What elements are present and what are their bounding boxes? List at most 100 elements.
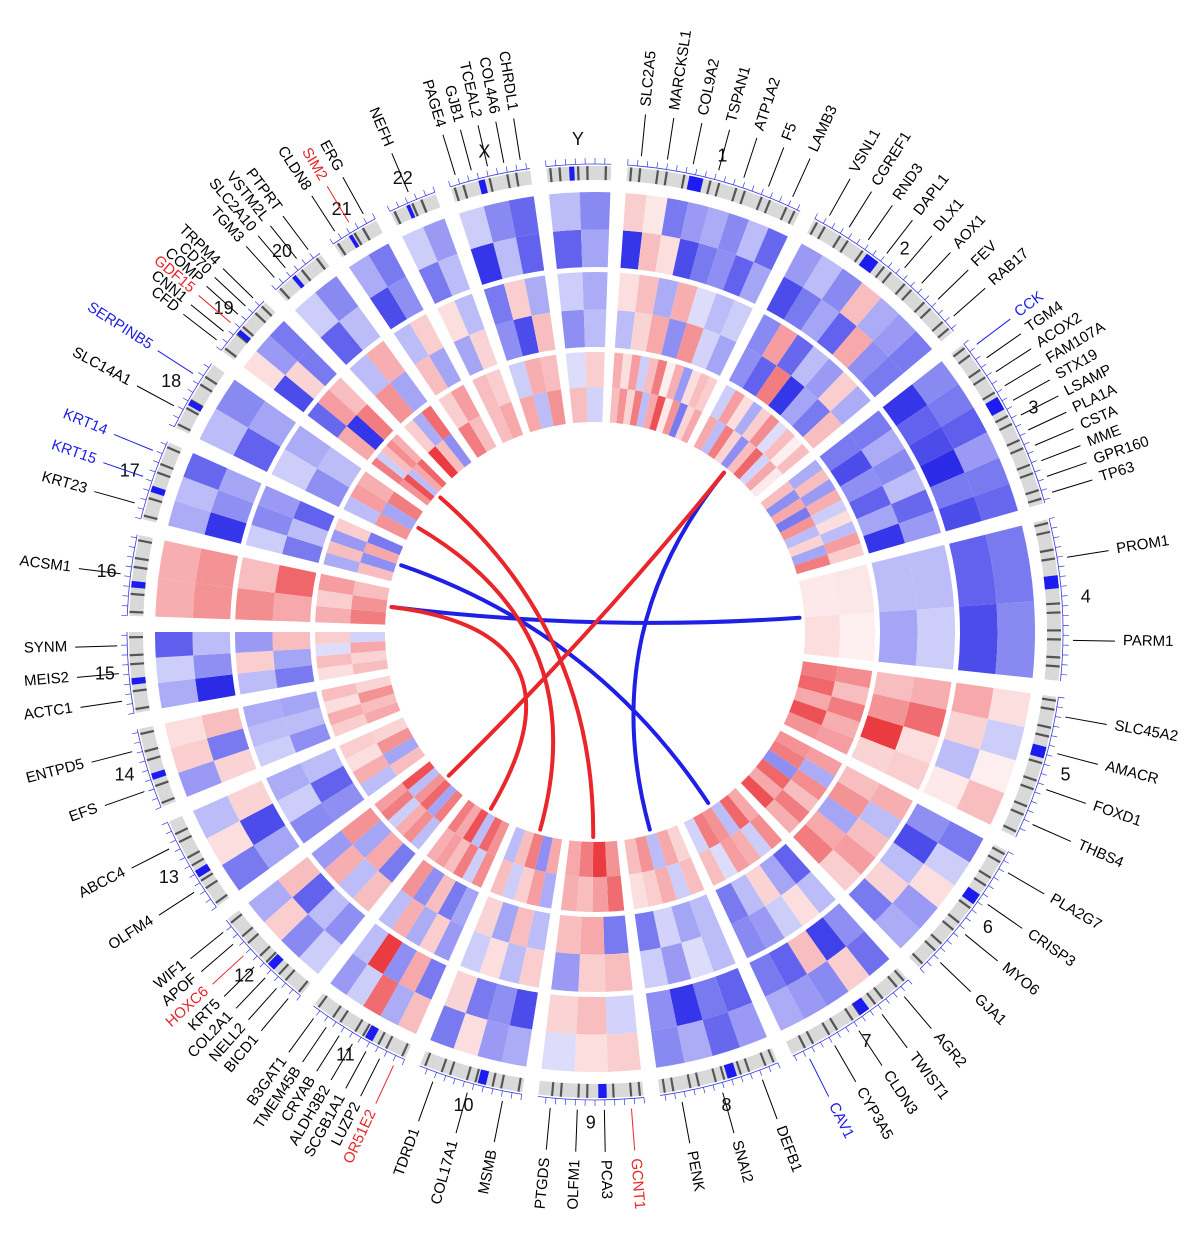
heatmap-cell-chr19-track1 (273, 375, 315, 413)
heatmap-cell-chr9-track1 (545, 994, 579, 1035)
heatmap-cell-chr17-track2 (287, 518, 329, 548)
heatmap-cell-chr3-track1 (964, 457, 1010, 497)
heatmap-cell-chr13-track1 (253, 825, 300, 869)
tick-mark (155, 806, 162, 810)
tick-mark (1027, 451, 1034, 454)
gene-label-pca3: PCA3 (597, 1160, 615, 1200)
gene-label-entpd5: ENTPD5 (24, 755, 86, 786)
heatmap-cell-chr9-track3 (592, 841, 607, 877)
tick-mark (222, 338, 228, 343)
tick-mark (187, 388, 194, 393)
tick-mark (993, 876, 999, 881)
tick-mark (750, 1073, 753, 1080)
heatmap-cell-chr21-track1 (387, 276, 424, 320)
heatmap-cell-chr3-track3 (800, 479, 836, 508)
heatmap-cell-chr22-track3 (485, 368, 512, 407)
heatmap-cell-chr4-track1 (985, 525, 1034, 604)
tick-mark (963, 339, 969, 345)
heatmap-cell-chr6-track3 (782, 779, 819, 812)
gene-connector-line (513, 118, 521, 160)
gene-connector-line (834, 1045, 857, 1083)
heatmap-cell-chr1-track2 (652, 277, 679, 319)
ideogram-band (797, 1034, 807, 1049)
heatmap-cell-chr6-track2 (846, 817, 890, 858)
heatmap-cell-chr11-track3 (447, 799, 476, 834)
heatmap-cell-chr1-track3 (649, 395, 666, 431)
tick-mark (149, 469, 156, 473)
tick-mark (424, 1068, 428, 1075)
tick-mark (510, 1092, 513, 1099)
heatmap-cell-chr1-track3 (636, 391, 651, 428)
heatmap-cell-chr3-track1 (896, 404, 942, 446)
tick-mark (372, 213, 376, 219)
heatmap-cell-chr17-track2 (251, 504, 294, 536)
tick-mark (329, 238, 334, 245)
heatmap-cell-chrX-track3 (546, 389, 566, 427)
tick-mark (554, 1098, 557, 1105)
heatmap-cell-chr3-track3 (780, 516, 816, 541)
centromere-chr10 (477, 1069, 490, 1086)
heatmap-cell-chr3-track1 (953, 432, 1000, 473)
heatmap-cell-chr5-track1 (934, 738, 980, 780)
tick-mark (675, 165, 678, 172)
tick-mark (877, 1004, 882, 1010)
tick-mark (286, 271, 291, 277)
heatmap-cell-chr21-track2 (414, 355, 449, 396)
heatmap-cell-chr1-track3 (627, 354, 642, 391)
tick-mark (1046, 754, 1053, 757)
heatmap-cell-chr12-track3 (401, 761, 435, 791)
ideogram-band (559, 1082, 563, 1097)
heatmap-cell-chr3-track3 (819, 521, 857, 545)
tick-mark (271, 285, 277, 290)
ideogram-band (680, 174, 686, 189)
tick-mark (432, 186, 436, 193)
heatmap-cell-chr8-track2 (653, 906, 682, 948)
heatmap-cell-chr4-track1 (949, 534, 997, 607)
gene-connector-line (260, 998, 289, 1032)
tick-axis (814, 218, 954, 332)
gene-connector-line (302, 1026, 327, 1063)
heatmap-cell-chr1-track3 (665, 363, 685, 400)
ideogram-band (241, 926, 254, 938)
tick-mark (126, 703, 133, 705)
heatmap-cell-chr8-track2 (634, 911, 661, 952)
heatmap-cell-chr4-track2 (871, 553, 917, 613)
centromere-chr1 (686, 175, 704, 193)
heatmap-cell-chr7-track1 (786, 974, 827, 1020)
heatmap-cell-chr13-track3 (376, 727, 414, 755)
heatmap-cell-chr17-track3 (330, 529, 368, 553)
heatmap-cell-chr17-track3 (357, 562, 394, 582)
gene-label-pla2g7: PLA2G7 (1047, 890, 1105, 933)
heatmap-cell-chr1-track1 (722, 254, 754, 297)
ideogram-band (424, 1052, 432, 1067)
gene-connector-line (1057, 753, 1098, 765)
tick-mark (1023, 441, 1030, 445)
tick-mark (170, 839, 176, 844)
tick-mark (664, 1094, 667, 1101)
tick-mark (142, 770, 149, 773)
heatmap-cell-chr8-track1 (702, 1011, 741, 1056)
heatmap-cell-chr15-track1 (155, 655, 196, 684)
heatmap-cell-chr13-track2 (289, 802, 335, 844)
heatmap-cell-chr11-track3 (462, 847, 487, 884)
gene-connector-line (212, 955, 244, 985)
gene-connector-line (257, 235, 286, 269)
heatmap-cell-chr7-track3 (719, 836, 750, 873)
heatmap-cell-chr13-track3 (382, 737, 419, 766)
heatmap-cell-chr20-track3 (427, 446, 459, 479)
heatmap-cell-chr7-track3 (709, 842, 738, 880)
heatmap-cell-chr6-track3 (765, 799, 800, 834)
heatmap-cell-chr20-track3 (443, 433, 472, 468)
heatmap-cell-chr2-track2 (755, 365, 792, 406)
heatmap-cell-chr15-track3 (350, 641, 386, 654)
ideogram-band (148, 497, 163, 504)
ideogram-band (393, 210, 402, 225)
ideogram-band (448, 1061, 456, 1076)
ideogram-band (611, 1083, 615, 1098)
tick-mark (703, 1087, 706, 1094)
heatmap-cell-chr19-track1 (297, 347, 337, 387)
heatmap-cell-chr19-track3 (399, 479, 431, 506)
heatmap-cell-chrX-track1 (493, 237, 524, 279)
gene-connector-line (718, 129, 731, 171)
ideogram-band (661, 1078, 666, 1093)
